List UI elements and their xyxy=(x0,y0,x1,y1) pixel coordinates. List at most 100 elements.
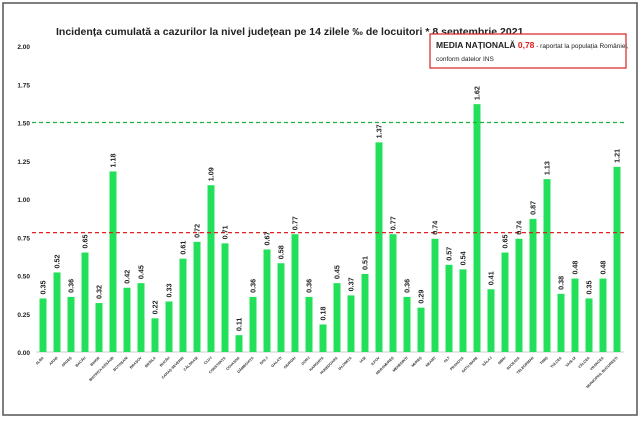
bar-value-label: 0.42 xyxy=(123,270,132,284)
bar xyxy=(347,295,355,352)
x-tick-label: OLT xyxy=(443,355,451,363)
bar-value-label: 0.33 xyxy=(165,284,174,298)
bar-value-label: 0.45 xyxy=(333,265,342,279)
bar-value-label: 0.65 xyxy=(81,235,90,249)
bar xyxy=(263,249,271,352)
bar xyxy=(291,234,299,352)
bar-value-label: 0.74 xyxy=(515,221,524,235)
x-tick-label: IAȘI xyxy=(359,356,367,364)
y-tick-label: 1.50 xyxy=(17,121,30,128)
bar xyxy=(67,296,75,352)
bar xyxy=(529,218,537,352)
bar xyxy=(333,283,341,352)
bar xyxy=(53,272,61,352)
bar xyxy=(557,293,565,352)
bar xyxy=(473,104,481,352)
bar xyxy=(221,243,229,352)
y-tick-label: 1.25 xyxy=(17,159,30,166)
y-tick-label: 2.00 xyxy=(17,44,30,51)
bar-value-label: 0.57 xyxy=(445,247,454,261)
annotation-bold-text: MEDIA NAȚIONALĂ xyxy=(436,40,515,50)
bar xyxy=(543,179,551,352)
bar-value-label: 0.61 xyxy=(179,241,188,255)
bar-value-label: 0.71 xyxy=(221,225,230,239)
x-tick-label: CLUJ xyxy=(203,356,212,365)
bar-value-label: 0.38 xyxy=(557,276,566,290)
bar xyxy=(417,307,425,352)
annotation-border xyxy=(429,33,627,69)
bar-value-label: 0.41 xyxy=(487,271,496,285)
x-tick-label: ALBA xyxy=(35,356,45,366)
bar-value-label: 0.29 xyxy=(417,290,426,304)
bar xyxy=(515,238,523,352)
bar-value-label: 0.48 xyxy=(571,261,580,275)
bar xyxy=(39,298,47,352)
x-tick-label: BIHOR xyxy=(90,356,101,367)
national-average-annotation: MEDIA NAȚIONALĂ 0,78 - raportat la popul… xyxy=(429,33,629,69)
bar-value-label: 0.65 xyxy=(501,235,510,249)
bar xyxy=(361,273,369,352)
x-tick-label: ARAD xyxy=(49,356,59,366)
bar-value-label: 0.36 xyxy=(305,279,314,293)
bar-value-label: 0.51 xyxy=(361,256,370,270)
bar xyxy=(235,335,243,352)
bar xyxy=(249,296,257,352)
bar xyxy=(305,296,313,352)
bar xyxy=(165,301,173,352)
bar xyxy=(585,298,593,352)
bar-value-label: 0.18 xyxy=(319,306,328,320)
y-tick-label: 0.75 xyxy=(17,235,30,242)
bar xyxy=(459,269,467,352)
bar xyxy=(613,166,621,352)
bar-value-label: 0.22 xyxy=(151,300,160,314)
bar xyxy=(403,296,411,352)
bar xyxy=(501,252,509,352)
y-tick-label: 1.00 xyxy=(17,197,30,204)
bar xyxy=(179,258,187,352)
bar-value-label: 0.74 xyxy=(431,221,440,235)
x-tick-label: DOLJ xyxy=(259,356,269,366)
bar-value-label: 0.48 xyxy=(599,261,608,275)
bar xyxy=(319,324,327,352)
bar xyxy=(375,142,383,352)
bar xyxy=(445,264,453,352)
annotation-line-1: MEDIA NAȚIONALĂ 0,78 - raportat la popul… xyxy=(436,40,629,50)
bar-value-label: 0.58 xyxy=(277,245,286,259)
bars xyxy=(39,104,621,352)
bar-value-label: 1.18 xyxy=(109,153,118,167)
bar-value-label: 0.77 xyxy=(291,216,300,230)
bar xyxy=(109,171,117,352)
bar xyxy=(431,238,439,352)
y-tick-label: 0.00 xyxy=(17,350,30,357)
reference-lines xyxy=(32,121,624,234)
bar-value-label: 0.32 xyxy=(95,285,104,299)
bar-value-label: 1.62 xyxy=(473,86,482,100)
bar-value-label: 0.35 xyxy=(585,280,594,294)
bar-value-label: 0.37 xyxy=(347,277,356,291)
chart-title: Incidența cumulată a cazurilor la nivel … xyxy=(56,26,524,38)
bar-value-label: 0.45 xyxy=(137,265,146,279)
bar-value-label: 1.21 xyxy=(613,149,622,163)
annotation-rest: - raportat la populația României, xyxy=(534,43,628,50)
bar-value-label: 1.37 xyxy=(375,124,384,138)
bar-value-label: 0.36 xyxy=(67,279,76,293)
bar-value-label: 0.36 xyxy=(249,279,258,293)
bar-value-label: 0.87 xyxy=(529,201,538,215)
bar xyxy=(599,278,607,352)
bar-value-label: 0.11 xyxy=(235,318,244,332)
y-tick-label: 0.50 xyxy=(17,274,30,281)
bar xyxy=(487,289,495,352)
bar-value-label: 1.09 xyxy=(207,167,216,181)
bar-value-label: 0.72 xyxy=(193,224,202,238)
bar xyxy=(389,234,397,352)
x-tick-label: VASLUI xyxy=(565,356,577,368)
bar-value-label: 0.54 xyxy=(459,251,468,265)
bar xyxy=(277,263,285,352)
bar xyxy=(571,278,579,352)
bar xyxy=(95,303,103,352)
bar-value-label: 0.36 xyxy=(403,279,412,293)
bar xyxy=(81,252,89,352)
bar xyxy=(123,287,131,352)
